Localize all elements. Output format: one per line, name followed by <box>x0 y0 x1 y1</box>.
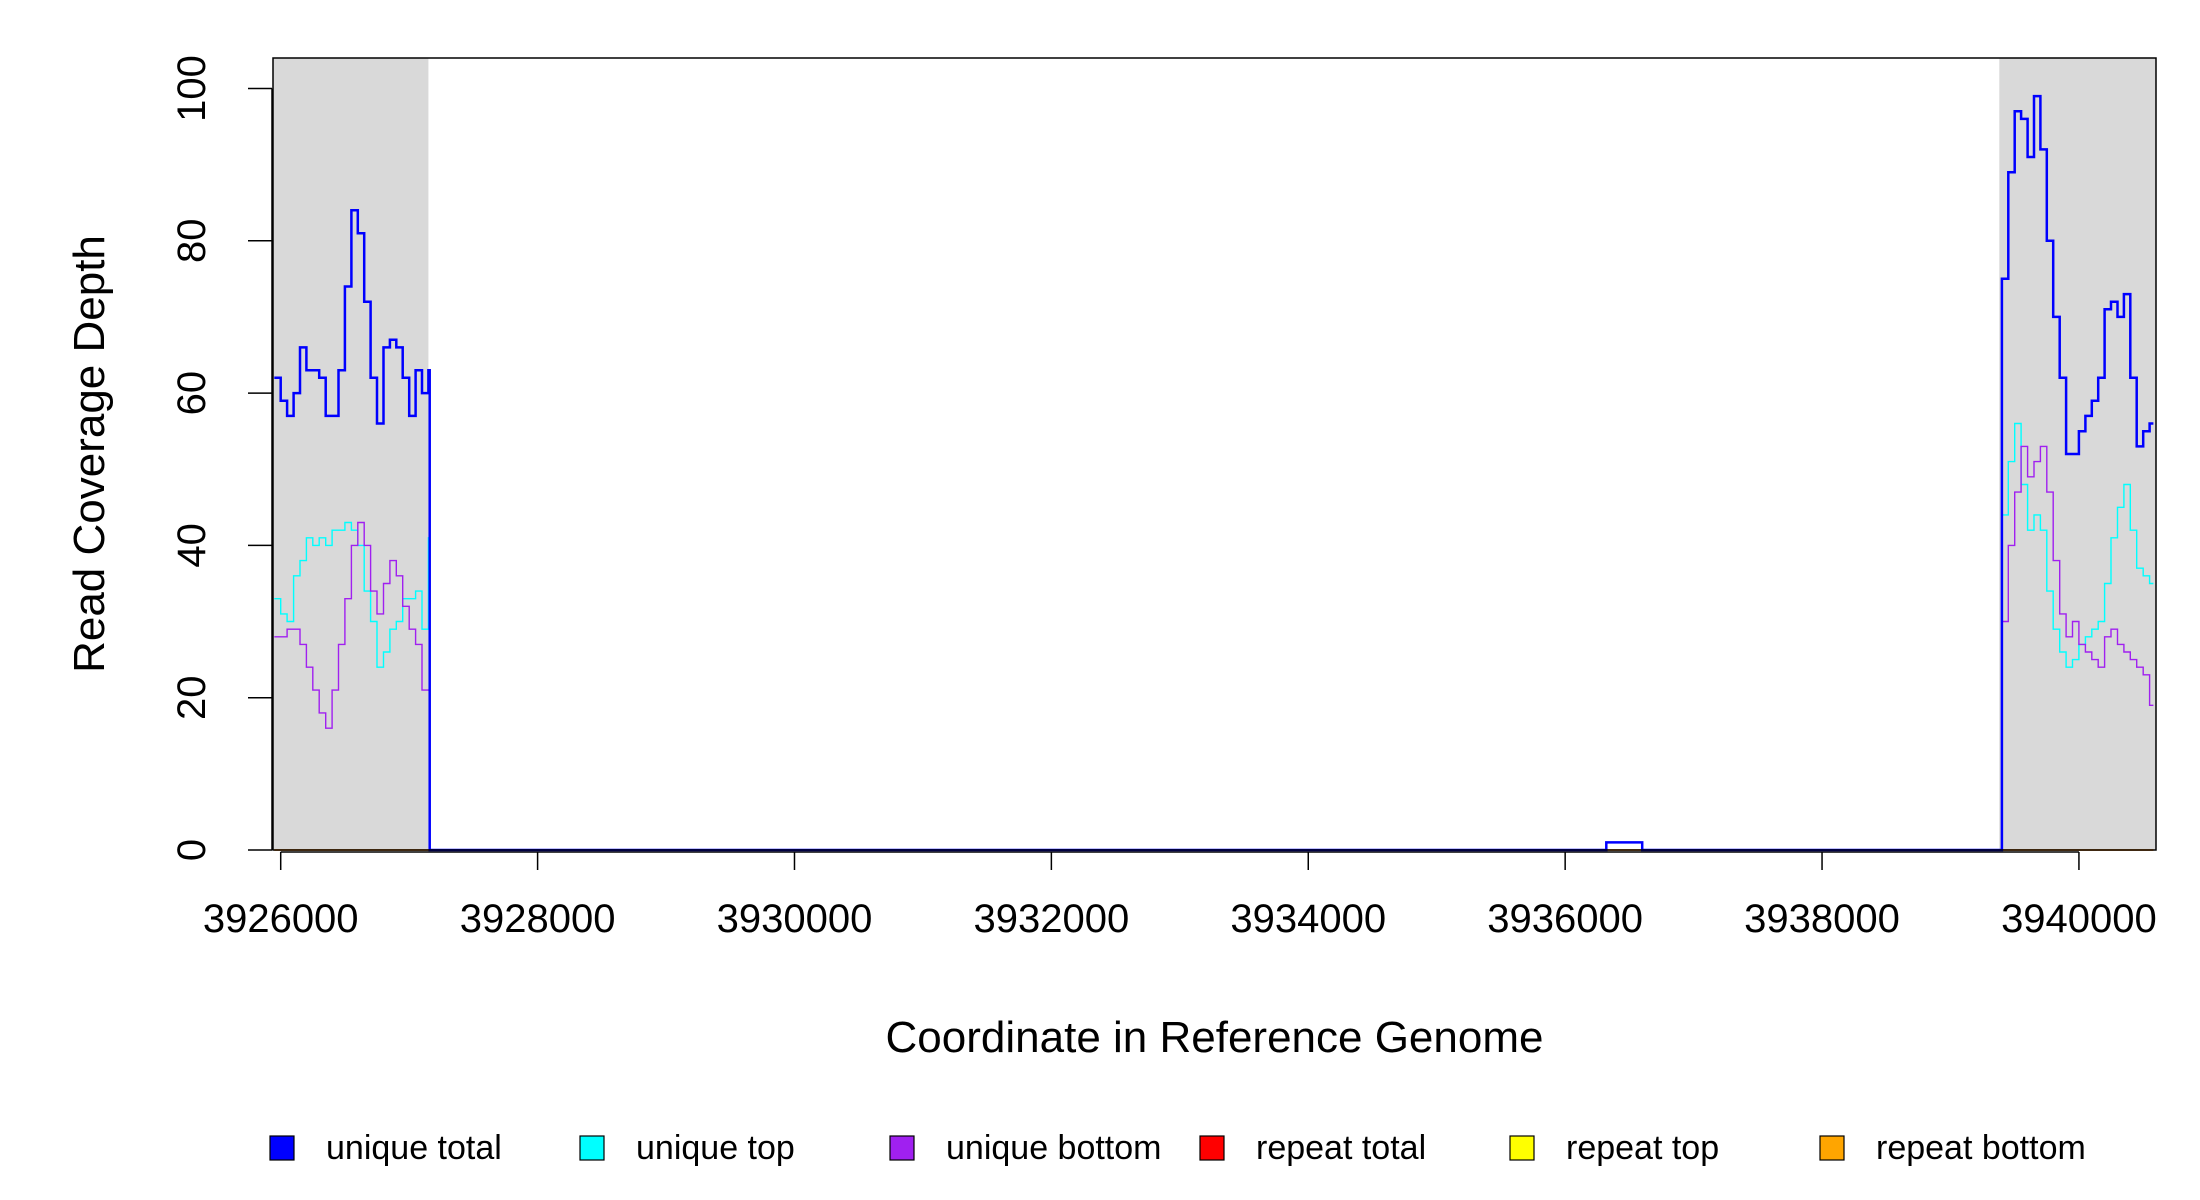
y-tick-label: 100 <box>170 55 214 122</box>
legend-item-unique-total: unique total <box>269 1129 502 1167</box>
legend-label: unique bottom <box>946 1129 1162 1167</box>
x-tick-label: 3934000 <box>1230 897 1386 941</box>
y-axis: 0 20 40 60 80 100 <box>170 55 273 861</box>
x-tick-label: 3936000 <box>1487 897 1643 941</box>
x-tick-label: 3938000 <box>1744 897 1900 941</box>
legend-swatch <box>889 1135 915 1161</box>
series-line-unique-bottom <box>274 445 2154 851</box>
x-tick-label: 3932000 <box>974 897 1130 941</box>
x-axis-label: Coordinate in Reference Genome <box>886 1013 1544 1062</box>
legend-item-unique-bottom: unique bottom <box>889 1129 1162 1167</box>
y-tick-label: 40 <box>170 523 214 568</box>
legend-label: unique total <box>326 1129 502 1167</box>
y-tick-label: 60 <box>170 371 214 416</box>
legend-swatch <box>1509 1135 1535 1161</box>
legend-swatch <box>579 1135 605 1161</box>
legend-item-repeat-bottom: repeat bottom <box>1819 1129 2086 1167</box>
x-tick-label: 3940000 <box>2001 897 2157 941</box>
y-tick-label: 80 <box>170 219 214 264</box>
legend-swatch <box>1199 1135 1225 1161</box>
plot-frame <box>272 57 2157 851</box>
y-tick-label: 0 <box>170 839 214 861</box>
series-line-unique-total <box>274 94 2154 852</box>
x-tick-label: 3930000 <box>717 897 873 941</box>
x-axis: 3926000 3928000 3930000 3932000 3934000 39360… <box>203 851 2157 941</box>
series-lines <box>274 94 2154 852</box>
legend-item-repeat-top: repeat top <box>1509 1129 1719 1167</box>
legend-swatch <box>269 1135 295 1161</box>
legend-swatch <box>1819 1135 1845 1161</box>
x-tick-label: 3926000 <box>203 897 359 941</box>
legend-label: repeat top <box>1566 1129 1719 1167</box>
series-line-unique-top <box>274 422 2154 851</box>
legend-item-repeat-total: repeat total <box>1199 1129 1426 1167</box>
y-axis-label: Read Coverage Depth <box>65 235 114 673</box>
legend-label: unique top <box>636 1129 795 1167</box>
legend-item-unique-top: unique top <box>579 1129 795 1167</box>
y-tick-label: 20 <box>170 675 214 720</box>
x-tick-label: 3928000 <box>460 897 616 941</box>
legend-label: repeat bottom <box>1876 1129 2086 1167</box>
legend-label: repeat total <box>1256 1129 1426 1167</box>
shaded-regions <box>273 58 2156 850</box>
legend: unique total unique top unique bottom repea… <box>269 1129 2086 1167</box>
shaded-region-1 <box>273 58 429 850</box>
